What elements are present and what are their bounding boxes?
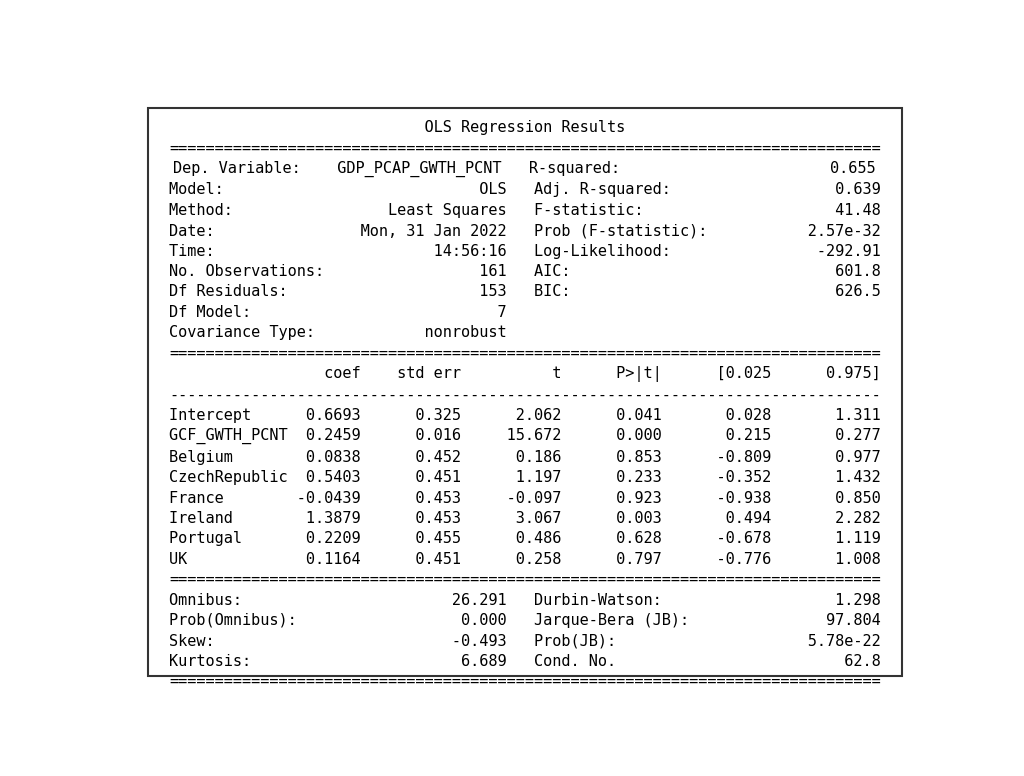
FancyBboxPatch shape: [147, 108, 902, 676]
Text: OLS Regression Results                            
=============================: OLS Regression Results =================…: [169, 120, 881, 689]
